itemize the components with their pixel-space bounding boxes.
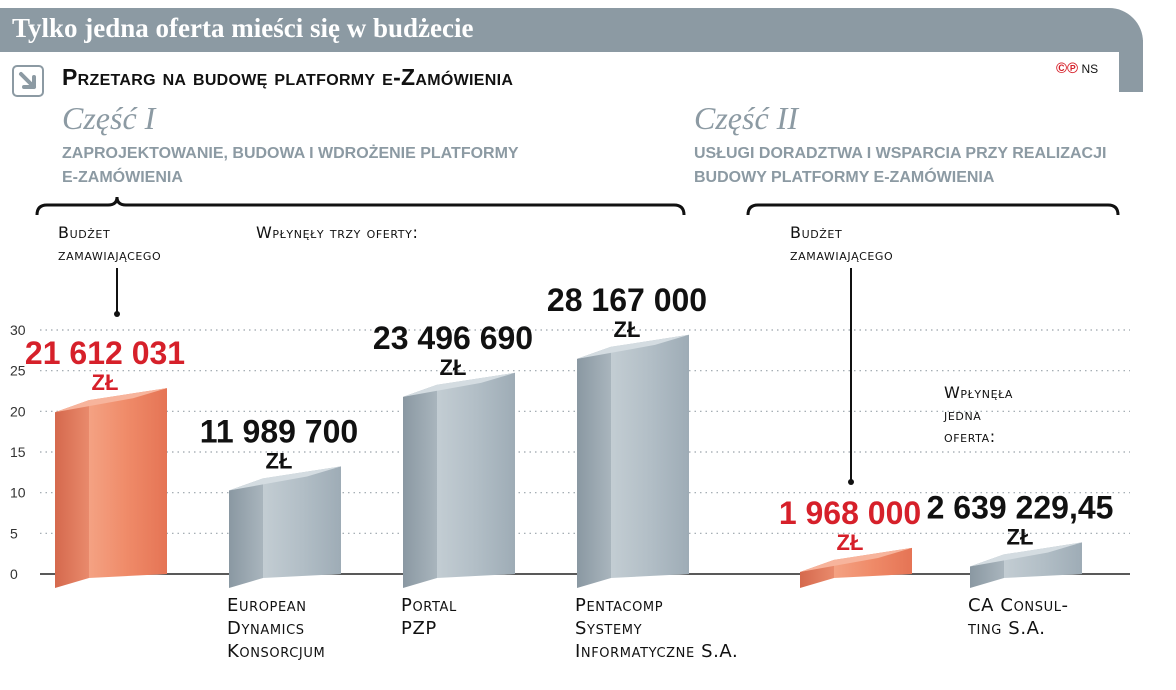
offer-bar [403,372,515,588]
bar-top-face [403,372,515,397]
bar-front-face [1004,542,1082,578]
category-label: PZP [401,618,437,639]
value-unit: ZŁ [837,530,864,555]
category-label: ting S.A. [967,618,1046,639]
part2-offers-note-line3: oferta: [944,427,996,446]
y-tick-label: 30 [10,322,26,338]
part1-budget-leader-dot [114,311,120,317]
value-label: 1 968 000 [779,495,921,531]
part2-desc-line1: Usługi doradztwa i wsparcia przy realiza… [694,145,1107,162]
part1-budget-label-line1: Budżet [58,223,111,242]
part2-brace [746,203,1120,216]
arrow-down-right-icon [12,65,44,97]
part1-budget-label-line2: zamawiającego [58,245,162,264]
category-label: Informatyczne S.A. [575,641,738,662]
part1-budget-label: Budżet zamawiającego [58,222,161,266]
part1-desc-line2: e-Zamówienia [62,169,183,186]
part1-title: Część I [62,100,156,136]
value-unit: ZŁ [266,448,293,473]
bar-top-face [577,334,689,359]
value-unit: ZŁ [440,355,467,380]
part2-offers-note-line2: jedna [944,405,982,424]
bar-front-face [263,466,341,578]
part2-budget-label: Budżet zamawiającego [790,222,893,266]
budget-bar [55,388,167,588]
bar-side-face [970,554,1004,588]
chart-title: Tylko jedna oferta mieści się w budżecie [12,13,474,43]
part1-brace [35,196,686,216]
part2-budget-leader-dot [848,479,854,485]
category-label: Pentacomp [575,595,663,616]
part2-offers-note-line1: Wpłynęła [944,383,1014,402]
bar-side-face [229,478,263,588]
bar-side-face [55,400,89,588]
bar-side-face [577,346,611,588]
chart-subtitle: Przetarg na budowę platformy e-Zamówieni… [62,64,514,90]
part1-description: Zaprojektowanie, budowa i wdrożenie plat… [62,142,519,190]
value-label: 21 612 031 [25,335,185,371]
bar-front-face [437,372,515,578]
value-label: 2 639 229,45 [927,490,1114,526]
y-tick-label: 25 [10,363,26,379]
part2-budget-label-line2: zamawiającego [790,245,894,264]
bar-front-face [834,547,912,578]
bars [55,334,1082,588]
value-unit: ZŁ [1007,525,1034,550]
category-label: Portal [401,595,457,616]
value-label: 11 989 700 [200,413,358,449]
value-unit: ZŁ [614,317,641,342]
y-tick-label: 15 [10,444,26,460]
bar-side-face [403,384,437,588]
value-unit: ZŁ [92,370,119,395]
bar-top-face [970,542,1082,567]
bar-front-face [611,334,689,578]
y-tick-label: 20 [10,403,26,419]
offer-bar [577,334,689,588]
offer-bar [970,542,1082,588]
part2-description: Usługi doradztwa i wsparcia przy realiza… [694,142,1106,190]
offer-bar [229,466,341,588]
copyright-marks: ©℗ [1056,60,1079,77]
part2-budget-label-line1: Budżet [790,223,843,242]
category-label: Dynamics [227,618,305,639]
bar-front-face [89,388,167,578]
author-initials: NS [1081,62,1099,76]
title-bar-tail [1119,40,1143,92]
budget-bar [800,547,912,588]
part2-offers-note: Wpłynęła jedna oferta: [944,382,1013,448]
part1-offers-note: Wpłynęły trzy oferty: [256,223,419,242]
y-tick-label: 10 [10,485,26,501]
title-bar [0,8,1143,52]
value-label: 28 167 000 [547,282,707,318]
category-label: Systemy [575,618,642,639]
value-label: 23 496 690 [373,320,533,356]
category-label: CA Consul- [968,595,1069,616]
bar-top-face [55,388,167,413]
bar-top-face [800,547,912,572]
part2-desc-line2: budowy platformy e-Zamówienia [694,169,995,186]
category-label: Konsorcjum [227,641,325,662]
part2-title: Część II [694,100,798,136]
part1-desc-line1: Zaprojektowanie, budowa i wdrożenie plat… [62,145,519,162]
credit: ©℗ NS [1056,60,1098,77]
bar-top-face [229,466,341,491]
category-label: European [227,595,307,616]
y-tick-label: 5 [10,525,18,541]
y-axis-ticks: 0 5 10 15 20 25 30 [10,322,26,582]
y-tick-label: 0 [10,566,18,582]
